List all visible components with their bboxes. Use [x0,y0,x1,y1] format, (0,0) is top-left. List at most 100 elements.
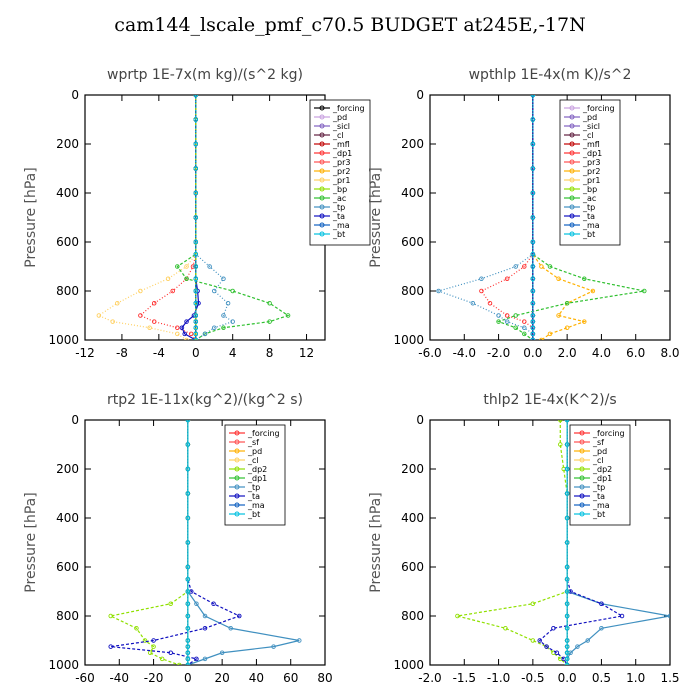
point-bt [185,466,191,472]
y-tick-label: 1000 [48,658,79,672]
legend-marker [319,204,325,210]
point-ac [230,288,235,294]
legend-marker [569,168,575,174]
point-dp2 [142,638,148,643]
point-tp [225,301,231,306]
legend-marker [234,439,240,445]
legend-marker [569,195,575,201]
x-tick-label: 8.0 [660,346,679,360]
x-tick-label: -2.0 [418,671,441,685]
y-tick-label: 200 [401,462,424,476]
x-tick-label: 0.0 [558,671,577,685]
point-bt [530,141,536,147]
legend-label: _ma [592,501,610,510]
point-dp1 [188,331,194,337]
legend-marker [234,466,240,472]
plot-frame [84,94,326,341]
legend-marker [579,475,585,481]
point-pr1 [165,276,171,282]
legend: _forcing_sf_pd_cl_dp2_dp1_tp_ta_ma_bt [569,424,631,526]
legend-marker [569,204,575,210]
legend-marker [319,141,325,147]
panel-title: thlp2 1E-4x(K^2)/s [483,392,616,408]
point-tp [219,650,225,656]
legend-marker [569,150,575,156]
point-pr1 [110,319,115,324]
legend-marker [319,114,325,120]
point-ac [175,264,180,269]
legend-label: _cl [582,131,594,140]
point-tp [479,276,484,282]
x-tick-label: 1.0 [626,671,645,685]
point-bt [530,251,536,257]
x-tick-label: -6.0 [418,346,441,360]
legend-label: _cl [247,456,259,465]
point-bt [185,491,191,496]
point-ta [599,601,604,607]
legend-label: _ac [332,194,346,203]
y-tick-label: 800 [401,284,424,298]
point-pr1 [96,313,102,318]
point-tp [194,601,199,607]
x-tick-label: 4 [229,346,237,360]
legend-label: _sicl [332,122,350,131]
point-ac [221,325,226,331]
point-pr1 [138,288,143,294]
legend-marker [319,105,325,111]
legend-marker [234,430,240,436]
point-bt [564,613,570,619]
point-dp1 [151,301,157,306]
point-bt [530,117,536,122]
point-bt [564,650,570,656]
legend-label: _tp [582,203,595,212]
point-tp [228,626,233,631]
y-tick-label: 0 [71,413,79,427]
point-tp [202,613,208,619]
legend-marker [234,493,240,499]
x-tick-label: 0 [192,346,200,360]
point-bt [185,515,191,521]
x-tick-label: -12 [75,346,95,360]
legend-label: _tp [332,203,345,212]
point-bt [193,276,199,282]
x-tick-label: -60 [75,671,95,685]
point-bt [193,190,199,196]
legend-label: _cl [332,131,344,140]
point-tp [436,288,441,294]
point-bt [193,95,199,98]
point-tp [207,264,212,269]
point-bt [564,638,570,643]
point-dp2 [134,626,139,631]
point-bt [193,264,199,269]
legend-label: _pr3 [582,158,600,167]
legend-marker [319,195,325,201]
legend-marker [569,186,575,192]
legend-label: _dp1 [592,474,612,483]
point-bt [530,337,536,340]
point-bt [193,313,199,318]
legend-label: _bt [592,510,605,519]
y-axis-label: Pressure [hPa] [23,492,39,592]
legend-marker [569,213,575,219]
point-pr2 [564,325,570,331]
x-tick-label: 0 [184,671,192,685]
legend-marker [319,177,325,183]
point-dp1 [151,319,157,324]
panel-1: wprtp 1E-7x(m kg)/(s^2 kg) Pressure [hPa]… [23,67,371,360]
point-bt [185,613,191,619]
legend-marker [569,132,575,138]
point-bt [564,601,570,607]
point-pr2 [539,264,544,269]
point-tp [211,325,217,331]
point-bt [185,650,191,656]
point-ta [168,650,173,656]
point-pr2 [582,319,587,324]
legend-label: _dp1 [247,474,267,483]
point-bt [185,644,191,649]
point-dp2 [530,638,536,643]
legend-label: _pr1 [582,176,600,185]
point-tp [202,331,208,337]
legend-label: _sf [247,438,259,447]
series-line-pr1 [97,95,197,340]
